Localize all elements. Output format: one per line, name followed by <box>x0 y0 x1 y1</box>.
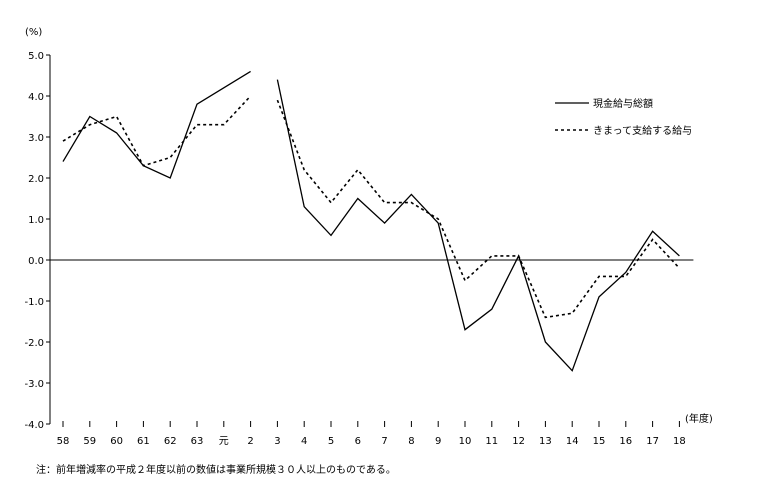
x-tick-label: 60 <box>110 436 123 447</box>
x-tick-label: 14 <box>566 436 579 447</box>
x-tick-label: 3 <box>274 436 280 447</box>
y-tick-label: 1.0 <box>28 215 44 226</box>
series-line-1 <box>276 79 680 372</box>
legend-label-2: きまって支給する給与 <box>593 124 692 137</box>
x-tick-label: 元 <box>219 436 229 447</box>
x-tick-label: 13 <box>539 436 552 447</box>
y-unit-label: (%) <box>25 27 42 38</box>
x-tick-label: 8 <box>408 436 414 447</box>
y-tick-label: 4.0 <box>28 92 44 103</box>
x-tick-label: 18 <box>673 436 686 447</box>
x-tick-label: 11 <box>485 436 498 447</box>
y-tick-label: 5.0 <box>28 51 44 62</box>
y-tick-label: 0.0 <box>28 256 44 267</box>
y-tick-label: 3.0 <box>28 133 44 144</box>
y-tick-label: 2.0 <box>28 174 44 185</box>
x-axis-ticks: 58 59 60 61 62 63 元 2 3 4 5 6 7 8 9 10 11 12 13 14 15 16 17 18 <box>57 421 686 447</box>
x-tick-label: 16 <box>619 436 632 447</box>
y-axis-ticks: 5.0 4.0 3.0 2.0 1.0 0.0 -1.0 -2.0 -3.0 -4.0 <box>24 51 50 431</box>
y-tick-label: -1.0 <box>24 297 44 308</box>
x-unit-label: (年度) <box>685 412 713 425</box>
legend-label-1: 現金給与総額 <box>593 97 653 110</box>
y-tick-label: -2.0 <box>24 338 44 349</box>
x-tick-label: 10 <box>459 436 472 447</box>
x-tick-label: 7 <box>381 436 387 447</box>
x-tick-label: 17 <box>646 436 659 447</box>
x-tick-label: 12 <box>512 436 525 447</box>
x-tick-label: 4 <box>301 436 307 447</box>
series-lines <box>62 70 680 372</box>
series-line-2 <box>62 95 252 167</box>
x-tick-label: 59 <box>83 436 96 447</box>
x-tick-label: 61 <box>137 436 150 447</box>
x-tick-label: 63 <box>191 436 204 447</box>
x-tick-label: 5 <box>328 436 334 447</box>
y-tick-label: -3.0 <box>24 379 44 390</box>
x-tick-label: 15 <box>593 436 606 447</box>
x-tick-label: 58 <box>57 436 70 447</box>
y-tick-label: -4.0 <box>24 420 44 431</box>
series-line-1 <box>62 70 251 179</box>
x-tick-label: 62 <box>164 436 177 447</box>
x-tick-label: 9 <box>435 436 441 447</box>
x-tick-label: 6 <box>355 436 361 447</box>
x-tick-label: 2 <box>247 436 253 447</box>
footnote: 注：前年増減率の平成２年度以前の数値は事業所規模３０人以上のものである。 <box>36 465 396 476</box>
series-line-2 <box>276 99 680 319</box>
